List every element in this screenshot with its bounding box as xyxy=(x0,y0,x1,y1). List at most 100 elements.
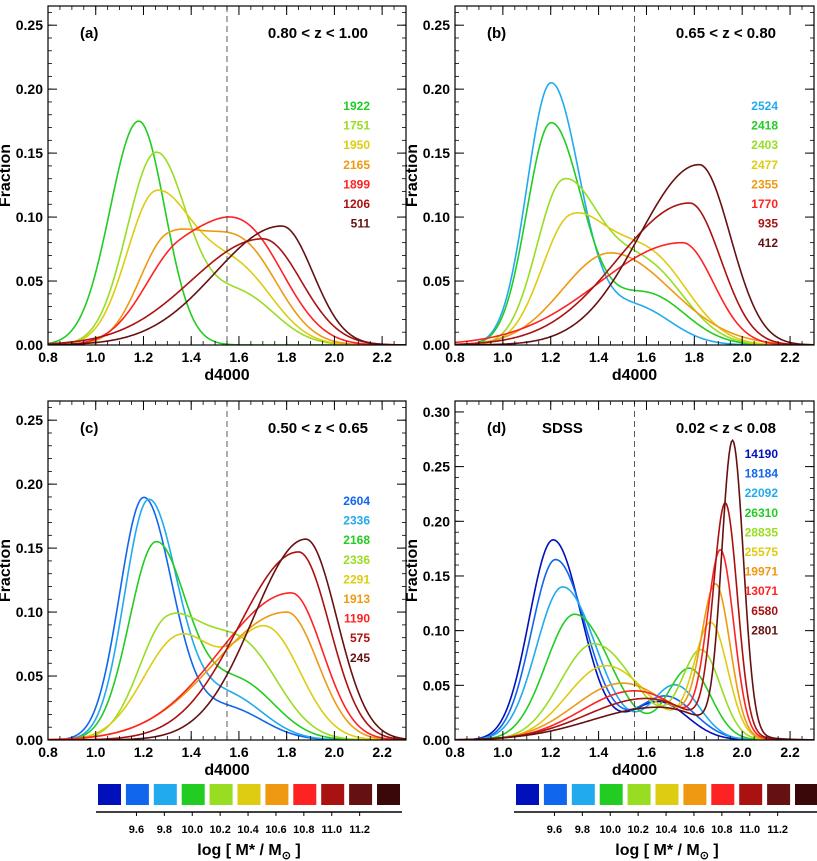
chart-panel: 0.8 1.0 1.2 1.4 1.6 1.8 2.0 2.2 0.00 0.05 0.10 0.15… xyxy=(404,400,815,779)
y-tick-label: 0.20 xyxy=(423,513,450,529)
y-tick-label: 0.00 xyxy=(423,337,450,353)
colorbar-swatch xyxy=(125,784,149,805)
x-tick-label: 2.2 xyxy=(372,349,392,365)
y-tick-label: 0.15 xyxy=(423,145,450,161)
x-tick-label: 1.2 xyxy=(541,744,561,760)
legend-count: 25575 xyxy=(745,545,779,559)
x-tick-label: 1.8 xyxy=(277,349,297,365)
colorbar-swatch xyxy=(349,784,373,805)
colorbar-tick-label: 11.2 xyxy=(349,824,370,836)
colorbar-swatch xyxy=(265,784,289,805)
colorbar-swatch xyxy=(321,784,345,805)
survey-label: SDSS xyxy=(542,420,583,437)
y-axis-label: Fraction xyxy=(404,539,421,602)
legend-count: 2604 xyxy=(343,494,370,508)
colorbar-tick-label: 9.6 xyxy=(547,824,562,836)
y-tick-label: 0.10 xyxy=(16,604,43,620)
colorbar-tick-label: 10.2 xyxy=(209,824,230,836)
chart-panel: 0.8 1.0 1.2 1.4 1.6 1.8 2.0 2.2 0.00 0.05 0.10 0.15… xyxy=(0,5,407,384)
x-tick-label: 2.2 xyxy=(372,744,392,760)
colorbar-swatch xyxy=(98,784,121,805)
redshift-range-label: 0.50 < z < 0.65 xyxy=(268,420,368,437)
colorbar-swatch xyxy=(767,784,791,805)
y-tick-label: 0.25 xyxy=(16,412,43,428)
colorbar-tick-label: 9.8 xyxy=(575,824,590,836)
colorbar-swatch xyxy=(209,784,233,805)
y-tick-label: 0.00 xyxy=(16,732,43,748)
x-tick-label: 2.0 xyxy=(732,744,752,760)
panel-label: (a) xyxy=(80,25,98,42)
legend-count: 1190 xyxy=(344,612,370,626)
colorbar-tick-label: 10.0 xyxy=(182,824,203,836)
x-tick-label: 1.6 xyxy=(637,349,657,365)
legend-count: 18184 xyxy=(745,467,779,481)
legend-count: 1899 xyxy=(343,177,370,191)
y-axis-label: Fraction xyxy=(0,144,14,207)
legend-count: 13071 xyxy=(745,584,779,598)
x-tick-label: 2.2 xyxy=(780,744,800,760)
colorbar: 9.6 9.8 10.0 10.2 10.4 10.6 10.8 11.0 11.2 log [ … xyxy=(514,784,817,861)
colorbar-tick-label: 10.6 xyxy=(265,824,286,836)
legend-count: 22092 xyxy=(745,486,779,500)
colorbar-tick-label: 10.4 xyxy=(655,824,677,836)
y-tick-label: 0.15 xyxy=(16,540,43,556)
colorbar-tick-label: 11.0 xyxy=(321,824,342,836)
colorbar-tick-label: 10.6 xyxy=(683,824,704,836)
y-tick-label: 0.05 xyxy=(423,273,450,289)
x-tick-label: 2.0 xyxy=(325,744,345,760)
colorbar-title: log [ M* / M⊙ ] xyxy=(615,842,718,861)
y-tick-label: 0.05 xyxy=(423,677,450,693)
legend-count: 2355 xyxy=(751,177,778,191)
x-tick-label: 1.2 xyxy=(541,349,561,365)
x-tick-label: 1.8 xyxy=(277,744,297,760)
colorbar-tick-label: 10.4 xyxy=(237,824,259,836)
legend-count: 2403 xyxy=(751,138,778,152)
colorbar-swatch xyxy=(237,784,261,805)
x-axis-label: d4000 xyxy=(612,762,657,779)
colorbar-swatch xyxy=(711,784,735,805)
x-tick-label: 1.2 xyxy=(134,744,154,760)
colorbar-tick-label: 10.8 xyxy=(293,824,314,836)
y-tick-label: 0.10 xyxy=(16,209,43,225)
x-tick-label: 0.8 xyxy=(445,349,465,365)
legend-count: 1950 xyxy=(343,138,370,152)
x-tick-label: 0.8 xyxy=(38,744,58,760)
colorbar-tick-label: 11.2 xyxy=(767,824,788,836)
x-tick-label: 1.6 xyxy=(229,744,249,760)
y-tick-label: 0.25 xyxy=(423,17,450,33)
redshift-range-label: 0.80 < z < 1.00 xyxy=(268,25,368,42)
y-axis-label: Fraction xyxy=(0,539,14,602)
legend-count: 6580 xyxy=(751,604,778,618)
x-tick-label: 1.4 xyxy=(181,349,201,365)
legend-count: 1206 xyxy=(343,197,370,211)
colorbar-tick-label: 9.8 xyxy=(157,824,172,836)
colorbar-tick-label: 10.0 xyxy=(600,824,621,836)
legend-count: 1922 xyxy=(343,99,370,113)
y-tick-label: 0.25 xyxy=(423,459,450,475)
x-tick-label: 1.6 xyxy=(637,744,657,760)
y-tick-label: 0.20 xyxy=(16,81,43,97)
legend-count: 2168 xyxy=(343,533,370,547)
x-tick-label: 0.8 xyxy=(38,349,58,365)
x-tick-label: 1.6 xyxy=(229,349,249,365)
y-tick-label: 0.10 xyxy=(423,209,450,225)
y-tick-label: 0.05 xyxy=(16,273,43,289)
y-axis-label: Fraction xyxy=(404,144,421,207)
y-tick-label: 0.15 xyxy=(16,145,43,161)
x-tick-label: 1.4 xyxy=(181,744,201,760)
x-tick-label: 2.2 xyxy=(780,349,800,365)
x-tick-label: 1.0 xyxy=(86,349,106,365)
legend-count: 2477 xyxy=(751,158,778,172)
legend-count: 1751 xyxy=(343,119,370,133)
panels-group: 0.8 1.0 1.2 1.4 1.6 1.8 2.0 2.2 0.00 0.05 0.10 0.15… xyxy=(0,5,815,779)
colorbar-swatch xyxy=(377,784,400,805)
x-tick-label: 1.4 xyxy=(589,744,609,760)
panel-label: (b) xyxy=(487,25,506,42)
x-tick-label: 1.0 xyxy=(493,349,513,365)
y-tick-label: 0.00 xyxy=(423,732,450,748)
colorbar-tick-label: 10.8 xyxy=(711,824,732,836)
legend-count: 1913 xyxy=(343,592,370,606)
legend-count: 2336 xyxy=(343,514,370,528)
legend-count: 511 xyxy=(351,217,371,231)
